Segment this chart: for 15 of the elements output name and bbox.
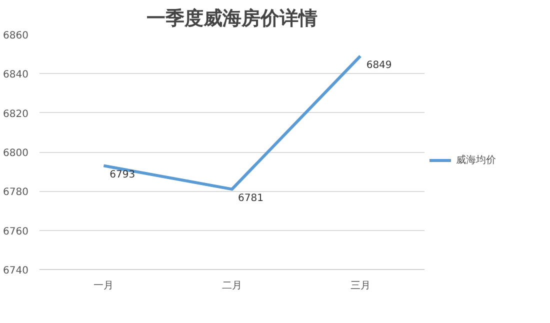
y-tick-label: 6860 [3,30,29,42]
y-tick-label: 6800 [3,148,29,159]
y-tick-label: 6780 [3,187,29,198]
legend-label: 威海均价 [456,154,496,166]
x-tick-label: 三月 [350,280,370,292]
x-tick-label: 二月 [222,280,242,292]
data-label: 6781 [238,193,264,204]
y-tick-label: 6820 [3,108,29,120]
data-label: 6793 [110,170,136,181]
x-tick-label: 一月 [94,280,114,292]
y-tick-label: 6840 [3,70,29,81]
y-tick-label: 6760 [3,226,29,238]
chart-title: 一季度威海房价详情 [146,8,318,30]
y-tick-label: 6740 [3,266,29,276]
data-label: 6849 [366,60,392,72]
